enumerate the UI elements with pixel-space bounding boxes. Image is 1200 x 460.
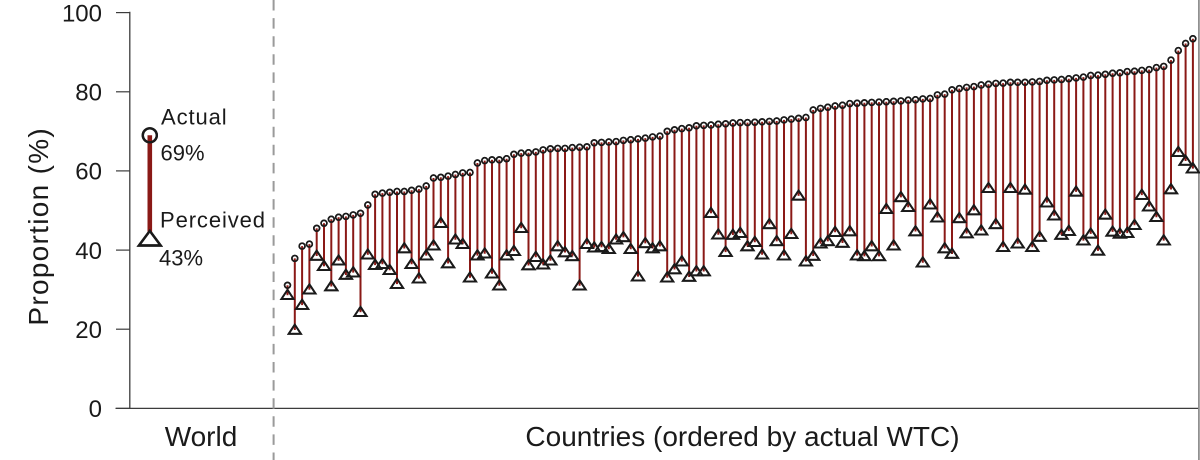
svg-text:Perceived: Perceived xyxy=(160,207,266,232)
svg-text:43%: 43% xyxy=(159,246,203,271)
svg-text:40: 40 xyxy=(75,238,102,265)
svg-text:Proportion (%): Proportion (%) xyxy=(23,127,54,326)
svg-text:60: 60 xyxy=(75,159,102,186)
svg-text:69%: 69% xyxy=(161,141,205,166)
svg-text:Countries (ordered by actual W: Countries (ordered by actual WTC) xyxy=(525,421,959,452)
svg-text:Actual: Actual xyxy=(161,105,228,130)
svg-text:100: 100 xyxy=(62,0,102,27)
svg-text:0: 0 xyxy=(89,396,102,423)
svg-text:80: 80 xyxy=(75,80,102,107)
svg-text:20: 20 xyxy=(75,317,102,344)
svg-text:World: World xyxy=(165,421,238,452)
